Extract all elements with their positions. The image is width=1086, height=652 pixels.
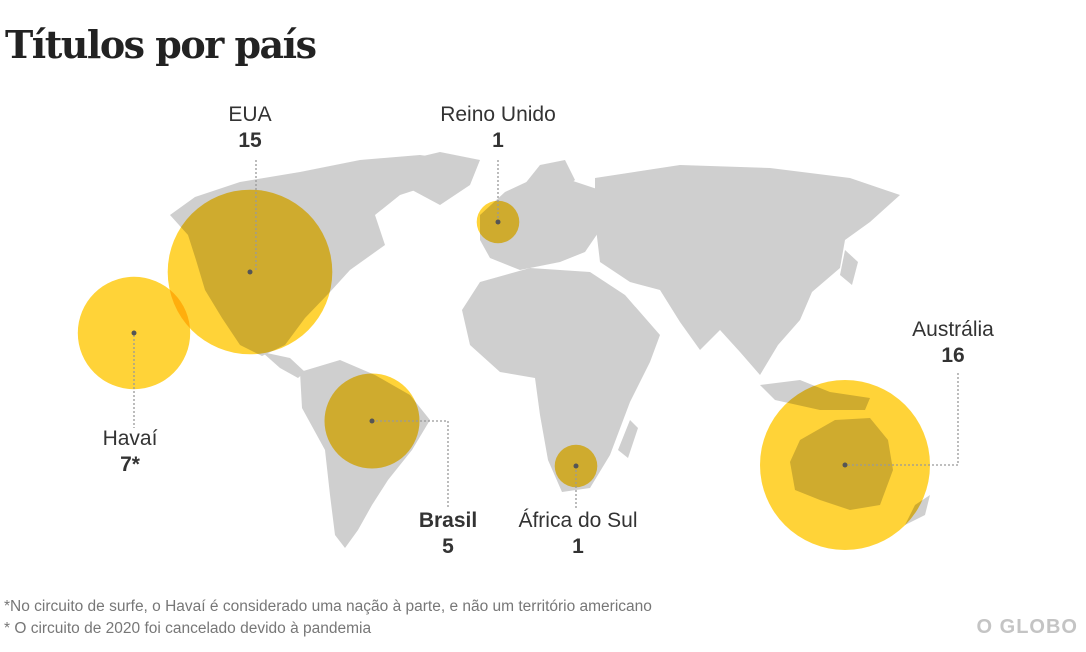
- marker-dot-havai: [131, 330, 137, 336]
- label-value-australia: 16: [941, 344, 965, 367]
- marker-dot-brasil: [369, 418, 375, 424]
- label-africa-do-sul: África do Sul 1: [468, 508, 688, 560]
- label-value-brasil: 5: [442, 535, 454, 558]
- land-africa: [462, 268, 660, 492]
- label-value-reino-unido: 1: [492, 129, 504, 152]
- world-map: [77, 152, 959, 550]
- label-value-eua: 15: [238, 129, 262, 152]
- chart-title: Títulos por país: [5, 22, 317, 67]
- label-australia: Austrália 16: [843, 317, 1063, 369]
- leader-lines: [131, 160, 959, 508]
- label-value-africa-do-sul: 1: [572, 535, 584, 558]
- label-name-africa-do-sul: África do Sul: [518, 509, 638, 532]
- land-europe: [480, 178, 600, 270]
- footnote-hawaii: *No circuito de surfe, o Havaí é conside…: [4, 598, 652, 615]
- marker-dot-africa-do-sul: [573, 463, 579, 469]
- land-madagascar: [618, 420, 638, 458]
- marker-dot-australia: [842, 462, 848, 468]
- label-name-brasil: Brasil: [418, 509, 478, 532]
- label-havai: Havaí 7*: [20, 426, 240, 478]
- land-asia: [595, 165, 900, 375]
- footnotes: *No circuito de surfe, o Havaí é conside…: [4, 596, 652, 640]
- marker-dot-reino-unido: [495, 219, 501, 225]
- footnote-pandemic: * O circuito de 2020 foi cancelado devid…: [4, 620, 372, 637]
- label-name-eua: EUA: [228, 103, 272, 126]
- land-japan: [840, 250, 858, 285]
- label-name-australia: Austrália: [912, 318, 994, 341]
- marker-dot-eua: [247, 269, 253, 275]
- label-name-havai: Havaí: [102, 427, 158, 450]
- land-scandinavia: [520, 160, 575, 200]
- leader-line-brasil: [372, 420, 449, 508]
- leader-line-australia: [848, 372, 959, 466]
- label-reino-unido: Reino Unido 1: [388, 102, 608, 154]
- label-value-havai: 7*: [120, 453, 140, 476]
- land-central-america: [262, 352, 305, 378]
- o-globo-logo: O GLOBO: [976, 616, 1078, 638]
- label-eua: EUA 15: [140, 102, 360, 154]
- label-name-reino-unido: Reino Unido: [440, 103, 556, 126]
- land-greenland: [398, 152, 480, 205]
- label-brasil: Brasil 5: [338, 508, 558, 560]
